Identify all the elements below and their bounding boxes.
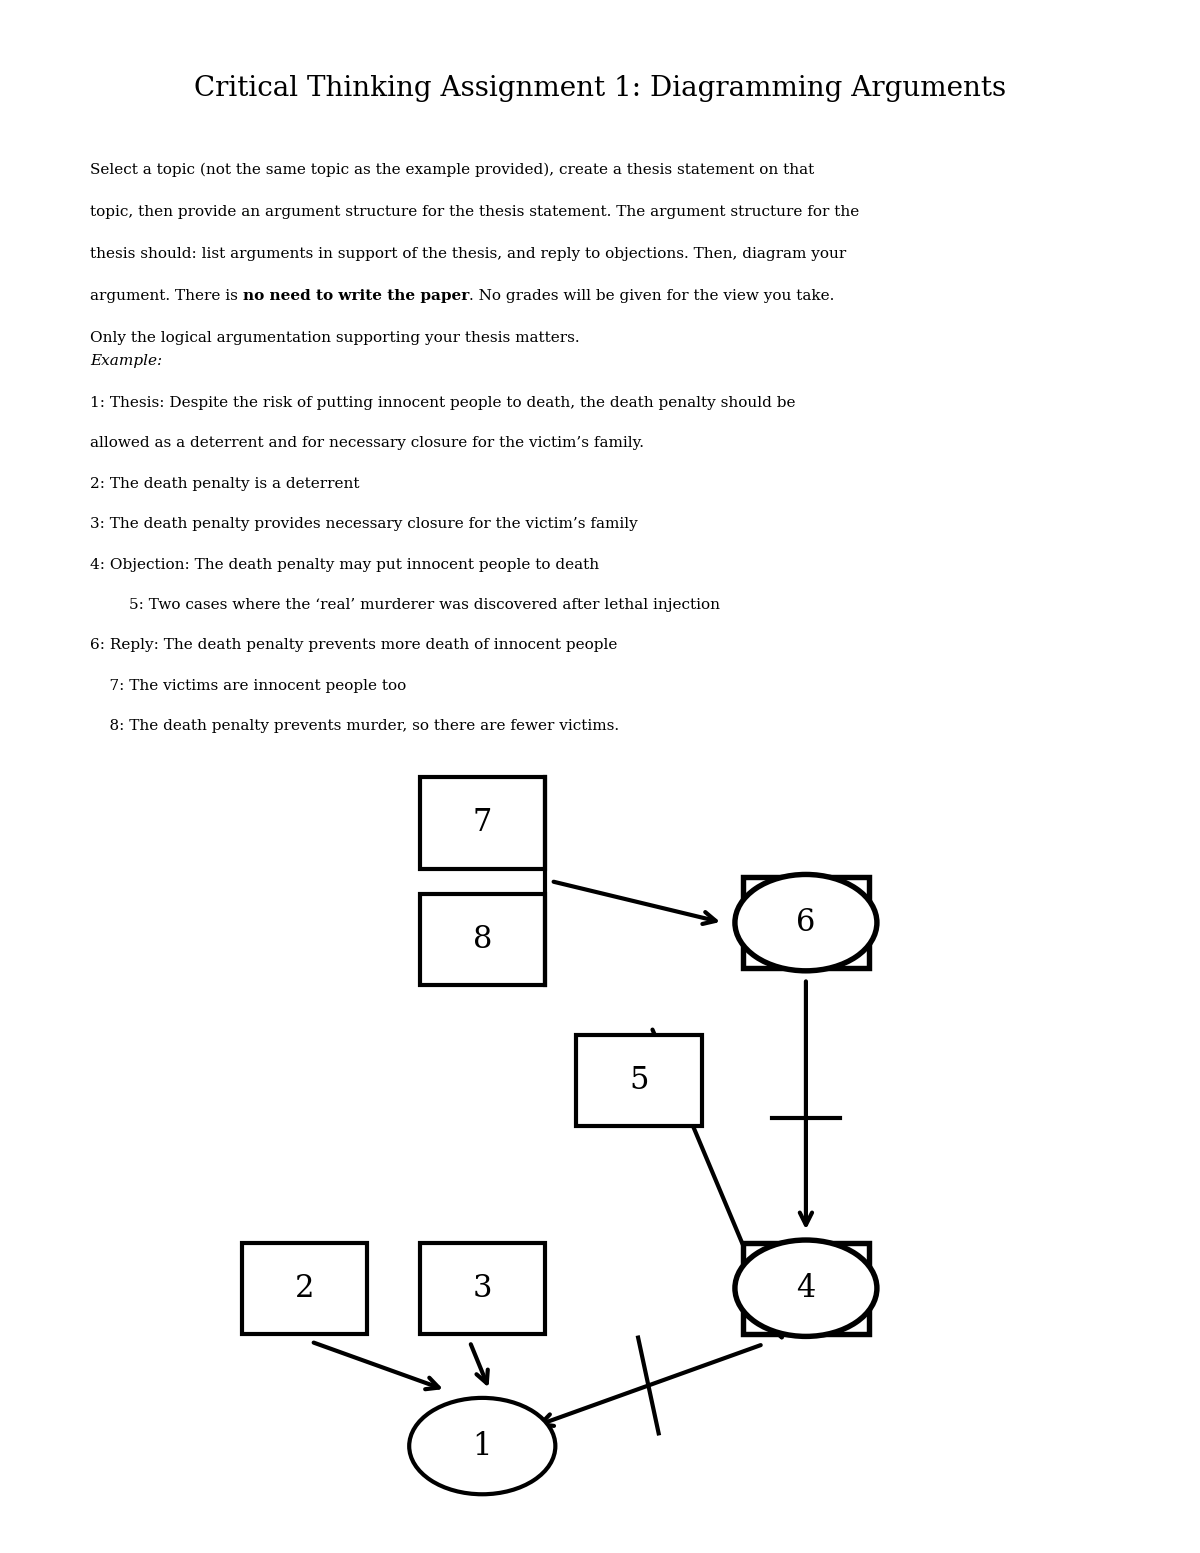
Bar xyxy=(743,877,869,969)
Text: no need to write the paper: no need to write the paper xyxy=(242,289,469,303)
Text: 3: 3 xyxy=(473,1273,492,1303)
Text: 2: The death penalty is a deterrent: 2: The death penalty is a deterrent xyxy=(90,477,360,491)
Text: 1: Thesis: Despite the risk of putting innocent people to death, the death penal: 1: Thesis: Despite the risk of putting i… xyxy=(90,396,796,410)
Text: 2: 2 xyxy=(295,1273,314,1303)
Text: Critical Thinking Assignment 1: Diagramming Arguments: Critical Thinking Assignment 1: Diagramm… xyxy=(194,75,1006,101)
Ellipse shape xyxy=(734,874,877,971)
Text: thesis should: list arguments in support of the thesis, and reply to objections.: thesis should: list arguments in support… xyxy=(90,247,846,261)
Bar xyxy=(576,1034,702,1126)
Bar xyxy=(420,1242,545,1334)
Text: Select a topic (not the same topic as the example provided), create a thesis sta: Select a topic (not the same topic as th… xyxy=(90,163,815,177)
Text: 8: The death penalty prevents murder, so there are fewer victims.: 8: The death penalty prevents murder, so… xyxy=(90,719,619,733)
Text: 6: 6 xyxy=(797,907,816,938)
Text: topic, then provide an argument structure for the thesis statement. The argument: topic, then provide an argument structur… xyxy=(90,205,859,219)
Text: argument. There is: argument. There is xyxy=(90,289,242,303)
Text: 5: 5 xyxy=(629,1065,649,1096)
Bar xyxy=(743,1242,869,1334)
FancyArrowPatch shape xyxy=(470,1345,487,1384)
FancyArrowPatch shape xyxy=(313,1343,439,1390)
Bar xyxy=(420,893,545,985)
Text: . No grades will be given for the view you take.: . No grades will be given for the view y… xyxy=(469,289,834,303)
Ellipse shape xyxy=(409,1398,556,1494)
Text: 7: The victims are innocent people too: 7: The victims are innocent people too xyxy=(90,679,407,693)
Text: Example:: Example: xyxy=(90,354,162,368)
Text: 3: The death penalty provides necessary closure for the victim’s family: 3: The death penalty provides necessary … xyxy=(90,517,637,531)
Text: 5: Two cases where the ‘real’ murderer was discovered after lethal injection: 5: Two cases where the ‘real’ murderer w… xyxy=(90,598,720,612)
FancyArrowPatch shape xyxy=(800,981,812,1225)
FancyArrowPatch shape xyxy=(653,1030,782,1337)
Text: allowed as a deterrent and for necessary closure for the victim’s family.: allowed as a deterrent and for necessary… xyxy=(90,436,644,450)
Text: 4: 4 xyxy=(797,1273,816,1303)
Text: 4: Objection: The death penalty may put innocent people to death: 4: Objection: The death penalty may put … xyxy=(90,558,599,572)
Ellipse shape xyxy=(734,1239,877,1337)
Bar xyxy=(242,1242,367,1334)
FancyArrowPatch shape xyxy=(553,882,715,924)
Text: 6: Reply: The death penalty prevents more death of innocent people: 6: Reply: The death penalty prevents mor… xyxy=(90,638,617,652)
Text: 1: 1 xyxy=(473,1430,492,1461)
FancyArrowPatch shape xyxy=(540,1345,761,1426)
Bar xyxy=(420,776,545,868)
Text: Only the logical argumentation supporting your thesis matters.: Only the logical argumentation supportin… xyxy=(90,331,580,345)
Text: 8: 8 xyxy=(473,924,492,955)
Text: 7: 7 xyxy=(473,808,492,839)
